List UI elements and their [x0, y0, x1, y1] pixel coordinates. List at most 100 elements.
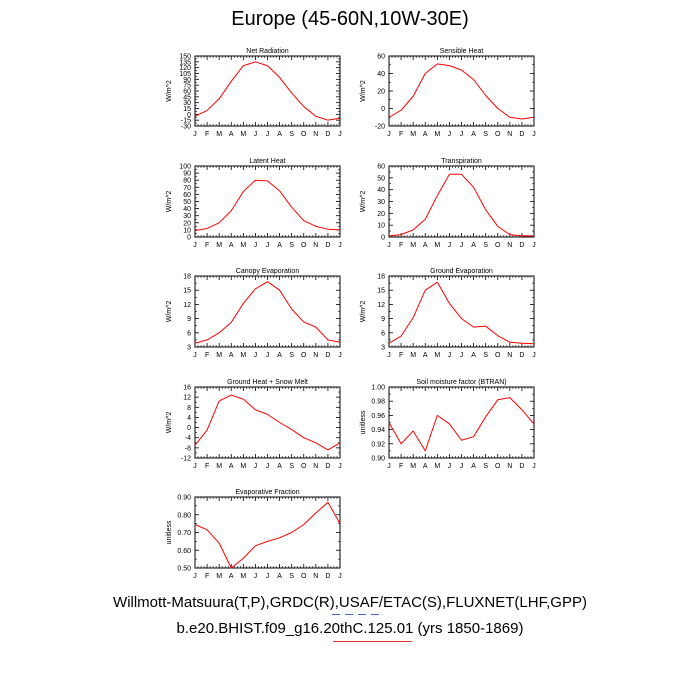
x-tick-label: A — [423, 242, 428, 249]
y-tick-label: 30 — [183, 100, 191, 107]
x-tick-label: J — [387, 463, 391, 470]
y-axis-label: W/m^2 — [166, 191, 173, 213]
panel-title: Ground Heat + Snow Melt — [227, 379, 308, 386]
y-axis-label: unitless — [360, 410, 367, 434]
x-tick-label: N — [507, 242, 512, 249]
x-tick-label: J — [338, 352, 342, 359]
x-tick-label: J — [266, 242, 270, 249]
plot-frame — [194, 165, 341, 238]
x-tick-label: J — [448, 242, 452, 249]
x-tick-label: A — [277, 242, 282, 249]
y-tick-label: 105 — [179, 71, 191, 78]
underline-dash — [332, 614, 340, 615]
y-axis-label: W/m^2 — [360, 80, 367, 102]
y-tick-label: 9 — [381, 316, 385, 323]
x-tick-label: M — [410, 131, 416, 138]
x-tick-label: J — [460, 131, 464, 138]
panel-title: Sensible Heat — [440, 48, 484, 55]
x-tick-label: J — [532, 463, 536, 470]
x-tick-label: D — [519, 352, 524, 359]
x-tick-label: A — [229, 131, 234, 138]
x-tick-label: A — [229, 352, 234, 359]
y-axis-label: W/m^2 — [166, 301, 173, 323]
x-tick-label: D — [325, 463, 330, 470]
x-tick-label: N — [507, 131, 512, 138]
x-tick-label: J — [448, 131, 452, 138]
y-tick-label: 80 — [183, 178, 191, 185]
x-tick-label: J — [266, 573, 270, 580]
underline-dash — [333, 641, 412, 642]
x-tick-label: N — [313, 573, 318, 580]
x-tick-label: A — [423, 463, 428, 470]
y-tick-label: 30 — [183, 213, 191, 220]
x-tick-label: O — [495, 463, 501, 470]
x-tick-label: J — [193, 242, 197, 249]
series-line — [194, 501, 341, 569]
x-tick-label: J — [266, 463, 270, 470]
x-tick-label: D — [519, 131, 524, 138]
series-line — [194, 394, 341, 451]
y-tick-label: 0 — [187, 112, 191, 119]
x-tick-label: O — [301, 463, 307, 470]
x-tick-label: J — [254, 242, 258, 249]
data-sources-caption: Willmott-Matsuura(T,P),GRDC(R),USAF/ETAC… — [113, 594, 587, 611]
panel-title: Net Radiation — [246, 48, 289, 55]
x-tick-label: D — [519, 242, 524, 249]
y-tick-label: 20 — [183, 220, 191, 227]
y-tick-label: 75 — [183, 83, 191, 90]
x-tick-label: F — [205, 242, 209, 249]
x-tick-label: D — [325, 352, 330, 359]
x-tick-label: J — [387, 242, 391, 249]
y-tick-label: 0 — [381, 235, 385, 242]
y-tick-label: 4 — [187, 415, 191, 422]
y-tick-label: 40 — [377, 71, 385, 78]
x-tick-label: F — [205, 573, 209, 580]
x-tick-label: O — [301, 573, 307, 580]
x-tick-label: N — [507, 352, 512, 359]
y-axis-label: unitless — [166, 520, 173, 544]
x-tick-label: F — [399, 463, 403, 470]
plot-frame — [388, 275, 535, 348]
y-tick-label: 1.00 — [371, 385, 385, 392]
y-tick-label: 0.60 — [177, 548, 191, 555]
x-tick-label: M — [216, 242, 222, 249]
x-tick-label: J — [254, 573, 258, 580]
y-tick-label: 0 — [187, 235, 191, 242]
y-tick-label: -15 — [181, 118, 191, 125]
x-tick-label: J — [254, 352, 258, 359]
y-tick-label: 70 — [183, 185, 191, 192]
x-tick-label: J — [193, 573, 197, 580]
y-tick-label: 40 — [377, 187, 385, 194]
y-tick-label: 20 — [377, 211, 385, 218]
plot-frame — [194, 496, 341, 569]
y-tick-label: 90 — [183, 77, 191, 84]
y-tick-label: 0.90 — [371, 456, 385, 463]
y-tick-label: -12 — [181, 456, 191, 463]
series-line — [194, 281, 341, 344]
y-tick-label: 15 — [183, 106, 191, 113]
x-tick-label: A — [471, 242, 476, 249]
series-line — [388, 397, 535, 452]
x-tick-label: O — [301, 242, 307, 249]
x-tick-label: N — [313, 131, 318, 138]
x-tick-label: M — [216, 131, 222, 138]
x-tick-label: A — [423, 352, 428, 359]
series-line — [388, 173, 534, 237]
x-tick-label: N — [313, 463, 318, 470]
x-tick-label: S — [289, 352, 294, 359]
x-tick-label: S — [289, 573, 294, 580]
x-tick-label: M — [410, 352, 416, 359]
y-tick-label: 0.92 — [371, 441, 385, 448]
x-tick-label: A — [471, 463, 476, 470]
x-tick-label: S — [289, 463, 294, 470]
x-tick-label: J — [193, 352, 197, 359]
y-tick-label: -4 — [185, 435, 191, 442]
x-tick-label: M — [216, 352, 222, 359]
x-tick-label: D — [325, 573, 330, 580]
x-tick-label: D — [325, 242, 330, 249]
series-line — [194, 179, 341, 232]
